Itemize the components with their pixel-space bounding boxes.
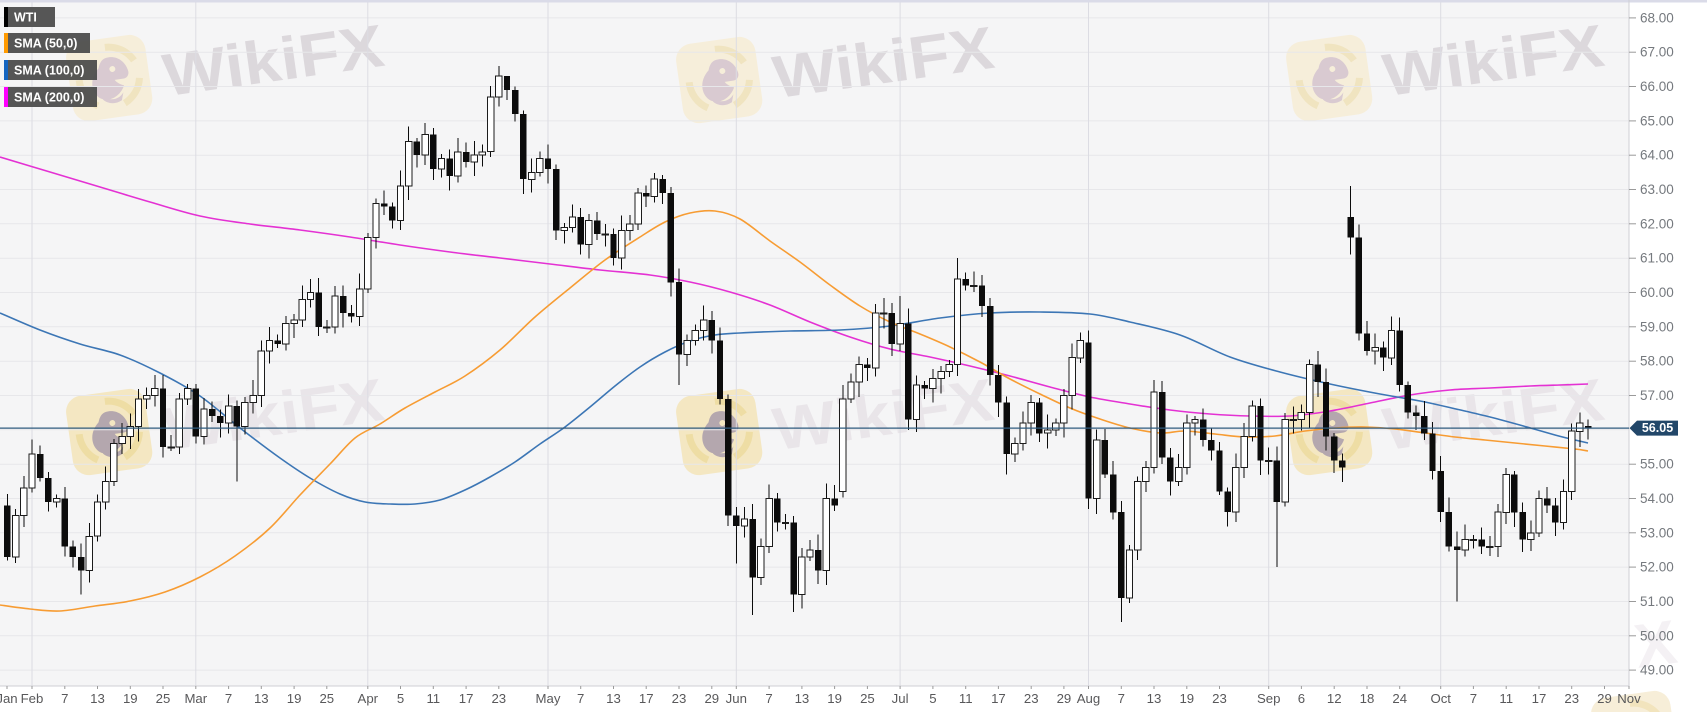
svg-text:13: 13 bbox=[254, 691, 269, 706]
svg-text:57.00: 57.00 bbox=[1640, 388, 1674, 403]
svg-text:17: 17 bbox=[459, 691, 474, 706]
svg-text:19: 19 bbox=[1179, 691, 1194, 706]
svg-text:49.00: 49.00 bbox=[1640, 663, 1674, 678]
svg-text:64.00: 64.00 bbox=[1640, 148, 1674, 163]
svg-text:Sep: Sep bbox=[1257, 691, 1280, 706]
svg-text:Jun: Jun bbox=[726, 691, 747, 706]
svg-text:29: 29 bbox=[1597, 691, 1612, 706]
svg-text:7: 7 bbox=[1470, 691, 1477, 706]
svg-text:Jul: Jul bbox=[892, 691, 909, 706]
svg-text:65.00: 65.00 bbox=[1640, 113, 1674, 128]
svg-text:56.05: 56.05 bbox=[1642, 421, 1673, 435]
svg-text:23: 23 bbox=[491, 691, 506, 706]
svg-text:68.00: 68.00 bbox=[1640, 10, 1674, 25]
svg-text:SMA (200,0): SMA (200,0) bbox=[14, 91, 84, 105]
svg-text:23: 23 bbox=[672, 691, 687, 706]
svg-text:63.00: 63.00 bbox=[1640, 182, 1674, 197]
svg-text:29: 29 bbox=[704, 691, 719, 706]
svg-text:60.00: 60.00 bbox=[1640, 285, 1674, 300]
svg-text:25: 25 bbox=[156, 691, 171, 706]
svg-text:29: 29 bbox=[1057, 691, 1072, 706]
svg-text:13: 13 bbox=[90, 691, 105, 706]
svg-text:Jan: Jan bbox=[0, 691, 18, 706]
svg-text:Nov: Nov bbox=[1617, 691, 1641, 706]
svg-text:Mar: Mar bbox=[184, 691, 207, 706]
svg-text:59.00: 59.00 bbox=[1640, 319, 1674, 334]
svg-text:Apr: Apr bbox=[358, 691, 379, 706]
svg-text:25: 25 bbox=[860, 691, 875, 706]
svg-text:7: 7 bbox=[577, 691, 584, 706]
svg-text:7: 7 bbox=[1118, 691, 1125, 706]
svg-text:SMA (100,0): SMA (100,0) bbox=[14, 64, 84, 78]
svg-text:7: 7 bbox=[61, 691, 68, 706]
svg-text:13: 13 bbox=[1147, 691, 1162, 706]
svg-text:17: 17 bbox=[1532, 691, 1547, 706]
svg-text:5: 5 bbox=[929, 691, 936, 706]
svg-text:17: 17 bbox=[639, 691, 654, 706]
svg-text:Aug: Aug bbox=[1077, 691, 1100, 706]
svg-text:50.00: 50.00 bbox=[1640, 628, 1674, 643]
svg-text:13: 13 bbox=[795, 691, 810, 706]
svg-text:11: 11 bbox=[426, 691, 440, 706]
svg-text:52.00: 52.00 bbox=[1640, 560, 1674, 575]
svg-text:11: 11 bbox=[959, 691, 973, 706]
svg-text:7: 7 bbox=[225, 691, 232, 706]
svg-text:24: 24 bbox=[1392, 691, 1407, 706]
svg-text:19: 19 bbox=[123, 691, 138, 706]
svg-text:18: 18 bbox=[1360, 691, 1375, 706]
svg-text:X: X bbox=[1630, 608, 1681, 682]
svg-text:7: 7 bbox=[765, 691, 772, 706]
svg-text:5: 5 bbox=[397, 691, 404, 706]
svg-text:19: 19 bbox=[827, 691, 842, 706]
svg-text:6: 6 bbox=[1298, 691, 1305, 706]
svg-text:WTI: WTI bbox=[14, 11, 37, 25]
svg-text:55.00: 55.00 bbox=[1640, 457, 1674, 472]
svg-text:23: 23 bbox=[1564, 691, 1579, 706]
svg-text:54.00: 54.00 bbox=[1640, 491, 1674, 506]
svg-text:23: 23 bbox=[1212, 691, 1227, 706]
svg-text:25: 25 bbox=[319, 691, 334, 706]
svg-text:58.00: 58.00 bbox=[1640, 354, 1674, 369]
svg-text:Feb: Feb bbox=[21, 691, 44, 706]
svg-text:17: 17 bbox=[991, 691, 1006, 706]
svg-text:13: 13 bbox=[606, 691, 621, 706]
svg-text:53.00: 53.00 bbox=[1640, 525, 1674, 540]
svg-text:51.00: 51.00 bbox=[1640, 594, 1674, 609]
svg-text:Oct: Oct bbox=[1430, 691, 1451, 706]
svg-text:66.00: 66.00 bbox=[1640, 79, 1674, 94]
svg-text:61.00: 61.00 bbox=[1640, 251, 1674, 266]
svg-text:19: 19 bbox=[287, 691, 302, 706]
svg-text:SMA (50,0): SMA (50,0) bbox=[14, 37, 77, 51]
svg-text:62.00: 62.00 bbox=[1640, 216, 1674, 231]
svg-text:May: May bbox=[536, 691, 561, 706]
svg-text:11: 11 bbox=[1499, 691, 1513, 706]
svg-text:12: 12 bbox=[1327, 691, 1342, 706]
svg-text:67.00: 67.00 bbox=[1640, 45, 1674, 60]
svg-text:23: 23 bbox=[1024, 691, 1039, 706]
